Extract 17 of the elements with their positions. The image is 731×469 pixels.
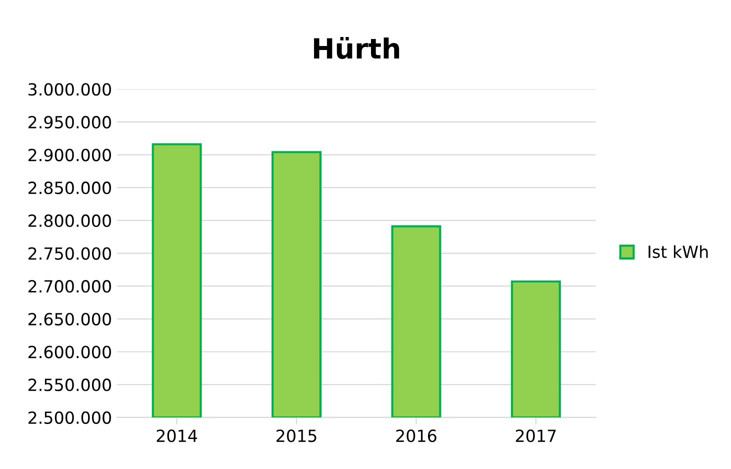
x-tick-label: 2017 bbox=[516, 430, 556, 442]
legend-label: Ist kWh bbox=[648, 245, 708, 258]
y-tick-label: 2.650.000 bbox=[28, 312, 111, 326]
y-tick-label: 2.950.000 bbox=[28, 116, 111, 129]
y-tick-label: 2.800.000 bbox=[28, 214, 111, 227]
x-tick-label: 2014 bbox=[156, 430, 198, 442]
y-tick-label: 2.700.000 bbox=[28, 280, 111, 293]
y-tick-label: 2.850.000 bbox=[28, 182, 111, 194]
y-tick-label: 2.750.000 bbox=[28, 247, 111, 260]
y-tick-label: 2.600.000 bbox=[28, 346, 111, 358]
y-tick-label: 3.000.000 bbox=[28, 83, 111, 96]
chart-title: Hürth bbox=[314, 37, 400, 59]
y-tick-label: 2.500.000 bbox=[28, 411, 111, 424]
y-tick-label: 2.900.000 bbox=[28, 148, 111, 162]
x-tick-label: 2015 bbox=[276, 430, 316, 442]
y-tick-label: 2.550.000 bbox=[28, 378, 111, 392]
x-tick-label: 2016 bbox=[396, 430, 436, 442]
